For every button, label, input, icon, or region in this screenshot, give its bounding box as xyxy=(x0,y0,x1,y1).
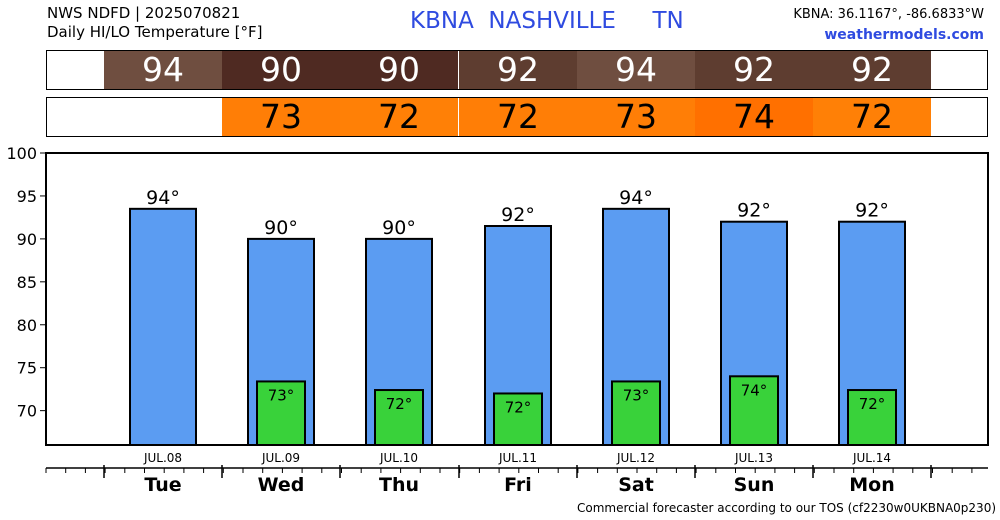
x-date-label: JUL.14 xyxy=(852,451,891,465)
x-day-label: Thu xyxy=(379,474,419,496)
x-day-label: Mon xyxy=(849,474,895,496)
hi-strip-cell: 92 xyxy=(459,51,577,89)
x-date-label: JUL.11 xyxy=(498,451,537,465)
y-tick-label: 85 xyxy=(17,273,37,292)
hi-strip-cell: 94 xyxy=(577,51,695,89)
lo-strip-cell: 72 xyxy=(459,98,577,136)
station-title: KBNA NASHVILLE TN xyxy=(410,8,684,34)
x-day-label: Sun xyxy=(734,474,775,496)
x-day-label: Wed xyxy=(258,474,305,496)
product-line: NWS NDFD | 2025070821 xyxy=(47,4,241,22)
lo-bar xyxy=(847,389,897,447)
x-day-label: Fri xyxy=(504,474,532,496)
hi-data-label: 90° xyxy=(382,217,416,239)
hi-data-label: 94° xyxy=(146,187,180,209)
product-header: NWS NDFD | 2025070821 Daily HI/LO Temper… xyxy=(47,4,263,42)
hi-temperature-strip: 94 90 90 92 94 92 92 xyxy=(46,50,988,90)
hi-strip-cell: 92 xyxy=(813,51,931,89)
hi-strip-cell: 94 xyxy=(104,51,222,89)
footer-note: Commercial forecaster according to our T… xyxy=(577,501,997,515)
product-subtitle: Daily HI/LO Temperature [°F] xyxy=(47,23,263,41)
hi-data-label: 92° xyxy=(737,200,771,222)
lo-data-label: 73° xyxy=(623,386,650,404)
hi-data-label: 94° xyxy=(619,187,653,209)
lo-strip-cell: 74 xyxy=(695,98,813,136)
lo-strip-cell: 72 xyxy=(340,98,458,136)
hi-bar xyxy=(129,207,197,446)
x-day-label: Tue xyxy=(144,474,181,496)
x-day-label: Sat xyxy=(618,474,654,496)
hi-data-label: 90° xyxy=(264,217,298,239)
lo-data-label: 74° xyxy=(741,381,768,399)
x-date-label: JUL.09 xyxy=(261,451,300,465)
y-tick-label: 75 xyxy=(17,359,37,378)
lo-strip-cell: 73 xyxy=(222,98,340,136)
station-info: KBNA: 36.1167°, -86.6833°W weathermodels… xyxy=(793,5,984,45)
station-coords: KBNA: 36.1167°, -86.6833°W xyxy=(793,7,984,22)
lo-temperature-strip: 73 72 72 73 74 72 xyxy=(46,97,988,137)
lo-strip-cell: 73 xyxy=(577,98,695,136)
x-date-label: JUL.10 xyxy=(379,451,418,465)
x-date-label: JUL.13 xyxy=(734,451,773,465)
lo-data-label: 72° xyxy=(505,398,532,416)
hi-data-label: 92° xyxy=(501,204,535,226)
y-tick-label: 90 xyxy=(17,230,37,249)
lo-bar xyxy=(493,392,543,446)
hi-strip-cell: 90 xyxy=(340,51,458,89)
x-date-label: JUL.08 xyxy=(143,451,182,465)
lo-data-label: 72° xyxy=(386,395,413,413)
lo-data-label: 72° xyxy=(859,395,886,413)
hi-strip-cell: 92 xyxy=(695,51,813,89)
lo-strip-cell: 72 xyxy=(813,98,931,136)
lo-bar xyxy=(374,389,424,447)
lo-bar xyxy=(729,375,779,447)
hi-data-label: 92° xyxy=(855,200,889,222)
y-tick-label: 70 xyxy=(17,402,37,421)
website-link[interactable]: weathermodels.com xyxy=(824,27,984,43)
y-tick-label: 100 xyxy=(6,144,37,163)
hi-strip-cell: 90 xyxy=(222,51,340,89)
lo-bar xyxy=(256,380,306,446)
lo-bar xyxy=(611,380,661,446)
x-date-label: JUL.12 xyxy=(616,451,655,465)
lo-data-label: 73° xyxy=(268,386,295,404)
y-tick-label: 95 xyxy=(17,187,37,206)
y-tick-label: 80 xyxy=(17,316,37,335)
